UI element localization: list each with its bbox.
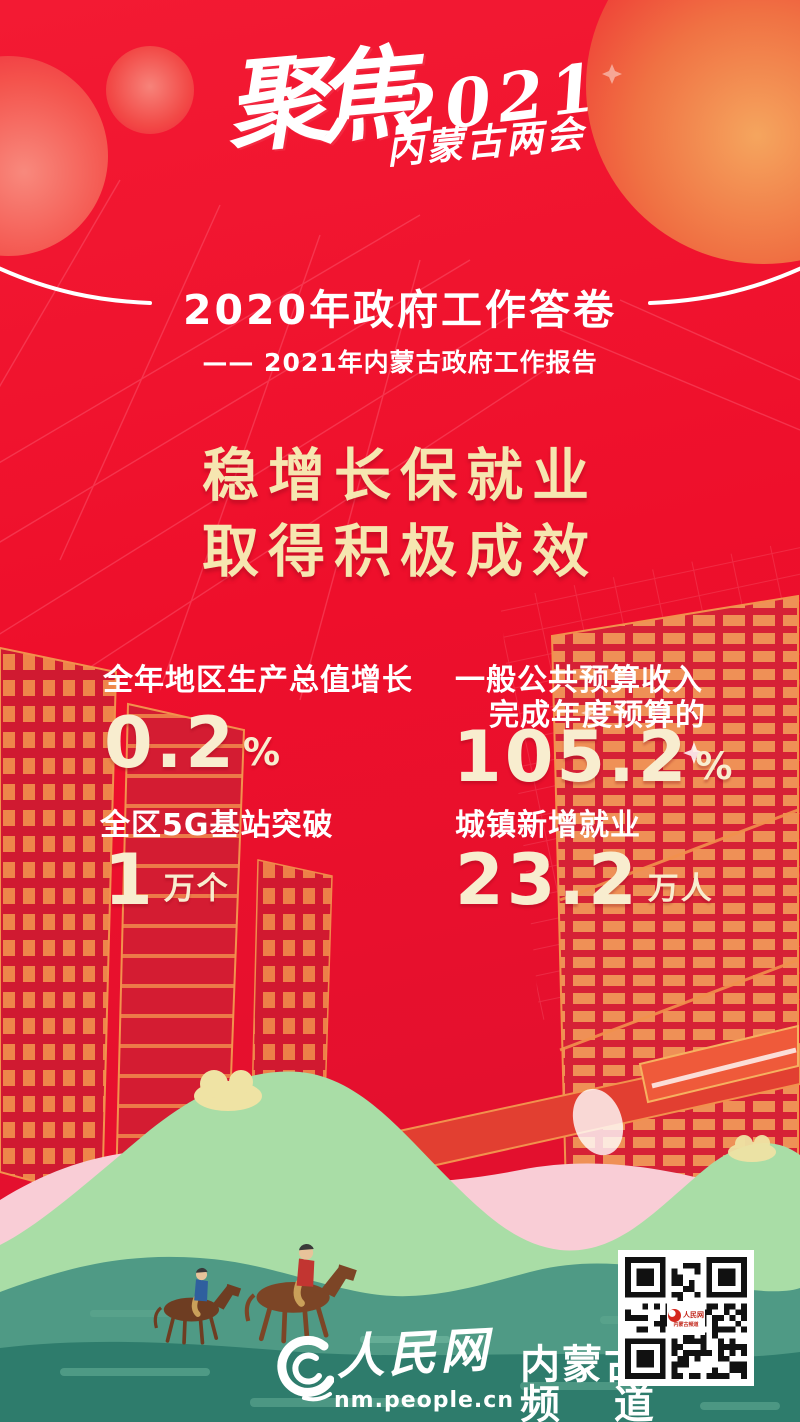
qr-logo-swoosh-icon <box>668 1308 681 1322</box>
channel-name-line2: 频 道 <box>520 1382 654 1422</box>
horse-rider-left <box>153 1267 242 1345</box>
qr-logo-text-line1: 人民网 <box>683 1310 704 1319</box>
site-name-people-net: 人民网 <box>334 1321 494 1387</box>
stat-5g-unit: 万个 <box>163 871 230 907</box>
title-flourish-lines <box>0 266 800 305</box>
wireframe-lines <box>0 179 800 701</box>
stat-budget-unit: % <box>695 745 733 788</box>
stat-gdp-label: 全年地区生产总值增长 <box>103 663 413 698</box>
site-url: nm.people.cn <box>334 1388 514 1413</box>
logo-focus-calligraphy: 聚焦 <box>221 33 411 167</box>
poster-title: 2020年政府工作答卷 <box>182 286 618 334</box>
stat-5g-label: 全区5G基站突破 <box>100 808 334 843</box>
poster-subtitle: —— 2021年内蒙古政府工作报告 <box>202 348 598 377</box>
horse-rider-right <box>244 1243 357 1344</box>
stat-budget-number: 105.2 <box>453 716 690 798</box>
stat-jobs-unit: 万人 <box>647 871 714 907</box>
stat-5g-value: 1 万个 <box>104 845 230 915</box>
stat-jobs-number: 23.2 <box>455 839 640 921</box>
stat-jobs-label: 城镇新增就业 <box>455 808 641 843</box>
qr-modules-grid <box>625 1257 747 1379</box>
headline-line-1: 稳增长保就业 <box>202 443 598 509</box>
stat-gdp-number: 0.2 <box>104 702 238 784</box>
gold-headline: 稳增长保就业 取得积极成效 <box>0 438 800 590</box>
qr-logo-text-line2: 内蒙古频道 <box>673 1321 699 1328</box>
sparkle-stars <box>581 64 705 764</box>
people-daily-swoosh-icon <box>277 1335 334 1402</box>
stat-gdp-value: 0.2 % <box>104 708 280 778</box>
stat-gdp-unit: % <box>243 731 281 774</box>
stat-budget-label-line2: 完成年度预算的 <box>489 698 706 733</box>
stat-budget-label-line1: 一般公共预算收入 <box>455 663 703 698</box>
stat-5g-number: 1 <box>104 839 156 921</box>
cloud-right <box>728 1135 776 1162</box>
headline-line-2: 取得积极成效 <box>202 519 598 585</box>
ground-dark-teal <box>0 1341 800 1422</box>
qr-code: 人民网 内蒙古频道 <box>618 1250 754 1386</box>
left-small-circle-decor <box>106 46 194 134</box>
stat-budget-value: 105.2 % <box>453 722 733 792</box>
light-glare-oval <box>572 1088 624 1156</box>
cloud-left <box>194 1070 262 1111</box>
stat-jobs-value: 23.2 万人 <box>455 845 714 915</box>
qr-center-logo: 人民网 内蒙古频道 <box>667 1301 705 1335</box>
